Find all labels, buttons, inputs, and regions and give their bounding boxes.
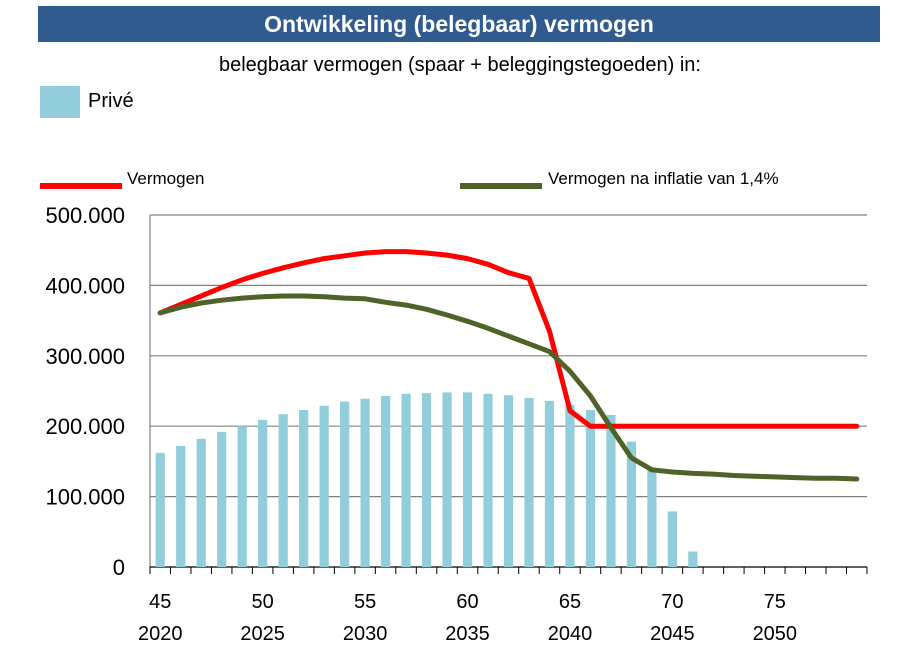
- x-tick-label-age: 50: [252, 591, 274, 613]
- legend-line-swatch-inflatie: [460, 183, 542, 189]
- bar-prive: [196, 438, 206, 567]
- bar-prive: [667, 511, 677, 567]
- y-tick-label: 400.000: [45, 273, 125, 298]
- bar-prive: [299, 410, 309, 567]
- bar-prive: [360, 398, 370, 567]
- y-tick-label: 300.000: [45, 344, 125, 369]
- bar-prive: [462, 392, 473, 567]
- legend-line-swatch-vermogen: [40, 183, 122, 189]
- bar-prive: [626, 441, 637, 567]
- bar-prive: [278, 414, 288, 567]
- bar-prive: [688, 551, 698, 567]
- bar-prive: [503, 395, 514, 567]
- bar-prive: [524, 398, 534, 567]
- legend-bar-swatch: [40, 86, 80, 118]
- x-tick-label-age: 65: [559, 591, 581, 613]
- x-tick-label-year: 2030: [343, 623, 388, 645]
- y-tick-label: 100.000: [45, 485, 125, 510]
- bar-prive: [565, 405, 575, 567]
- y-tick-label: 0: [113, 555, 125, 580]
- x-tick-label-age: 60: [456, 591, 478, 613]
- bar-prive: [401, 393, 411, 567]
- x-tick-label-year: 2040: [548, 623, 593, 645]
- x-tick-label-age: 55: [354, 591, 376, 613]
- x-tick-label-year: 2020: [138, 623, 183, 645]
- bar-prive: [155, 452, 165, 567]
- line-vermogen: [157, 249, 860, 429]
- bar-prive: [319, 405, 329, 567]
- y-tick-label: 200.000: [45, 414, 125, 439]
- x-tick-label-age: 75: [764, 591, 786, 613]
- bar-prive: [380, 395, 391, 567]
- x-tick-label-year: 2045: [650, 623, 695, 645]
- bar-prive: [544, 400, 555, 567]
- x-tick-label-year: 2050: [753, 623, 798, 645]
- x-tick-label-age: 70: [661, 591, 683, 613]
- x-tick-label-age: 45: [149, 591, 171, 613]
- bar-prive: [442, 392, 452, 567]
- line-vermogen-na-inflatie: [157, 293, 860, 482]
- legend-bar-label: Privé: [88, 90, 134, 112]
- legend-line-label-inflatie: Vermogen na inflatie van 1,4%: [548, 169, 779, 188]
- bar-prive: [176, 445, 186, 567]
- title-banner: Ontwikkeling (belegbaar) vermogen: [38, 6, 880, 42]
- x-tick-label-year: 2025: [240, 623, 285, 645]
- bar-prive: [647, 470, 657, 567]
- x-tick-label-year: 2035: [445, 623, 490, 645]
- chart-title: Ontwikkeling (belegbaar) vermogen: [264, 11, 654, 37]
- bar-prive: [606, 414, 616, 567]
- bar-prive: [217, 431, 227, 567]
- bar-prive: [340, 401, 350, 567]
- chart-subtitle: belegbaar vermogen (spaar + beleggingste…: [218, 54, 701, 76]
- y-tick-label: 500.000: [45, 203, 125, 228]
- bar-prive: [483, 393, 493, 567]
- bar-prive: [258, 419, 268, 567]
- bar-prive: [237, 426, 247, 567]
- legend-line-label-vermogen: Vermogen: [127, 169, 205, 188]
- bar-prive: [585, 410, 596, 567]
- bar-prive: [421, 393, 432, 567]
